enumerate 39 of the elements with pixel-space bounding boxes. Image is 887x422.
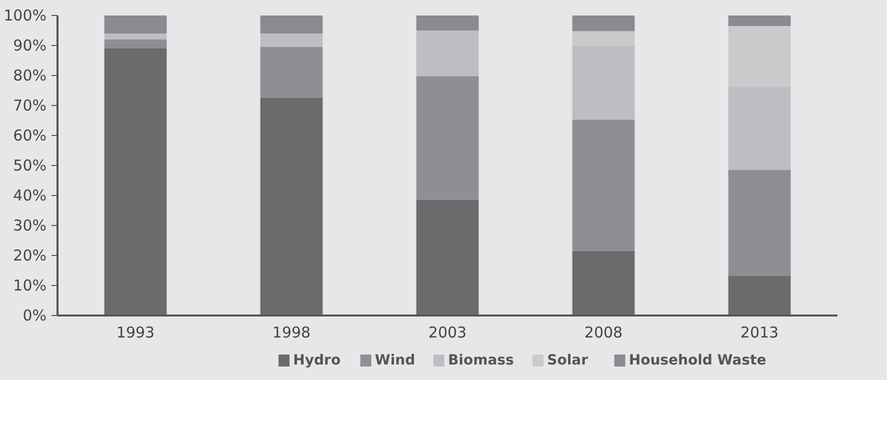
- bar: [728, 276, 791, 316]
- bar: [104, 40, 167, 48]
- legend-label: Wind: [374, 352, 416, 368]
- bar: [572, 250, 635, 316]
- x-tick-label: 1998: [272, 324, 311, 342]
- y-tick-label: 10%: [13, 276, 47, 294]
- bar: [104, 34, 167, 40]
- bar: [572, 16, 635, 32]
- bar: [260, 47, 323, 98]
- bar: [260, 34, 323, 47]
- bar: [416, 76, 479, 200]
- bar: [728, 16, 791, 26]
- y-tick-label: 20%: [13, 246, 47, 264]
- bar: [260, 16, 323, 34]
- x-tick-label: 2013: [740, 324, 779, 342]
- legend-label: Hydro: [293, 352, 341, 368]
- bar: [572, 120, 635, 251]
- y-tick-label: 90%: [13, 36, 47, 54]
- bar: [728, 170, 791, 276]
- bar: [416, 30, 479, 76]
- y-tick-label: 100%: [4, 6, 47, 24]
- x-tick-label: 2008: [584, 324, 623, 342]
- legend-label: Household Waste: [628, 352, 766, 368]
- y-tick-label: 50%: [13, 156, 47, 174]
- bar: [104, 48, 167, 316]
- bar: [260, 98, 323, 316]
- y-tick-label: 0%: [22, 306, 46, 324]
- bar: [104, 16, 167, 34]
- y-tick-label: 30%: [13, 216, 47, 234]
- bar: [416, 200, 479, 316]
- y-tick-label: 40%: [13, 186, 47, 204]
- legend-label: Solar: [547, 352, 588, 368]
- x-tick-label: 1993: [116, 324, 155, 342]
- y-tick-label: 70%: [13, 96, 47, 114]
- y-tick-label: 60%: [13, 126, 47, 144]
- legend-label: Biomass: [448, 352, 514, 368]
- x-tick-label: 2003: [428, 324, 467, 342]
- bar: [416, 16, 479, 30]
- y-tick-label: 80%: [13, 66, 47, 84]
